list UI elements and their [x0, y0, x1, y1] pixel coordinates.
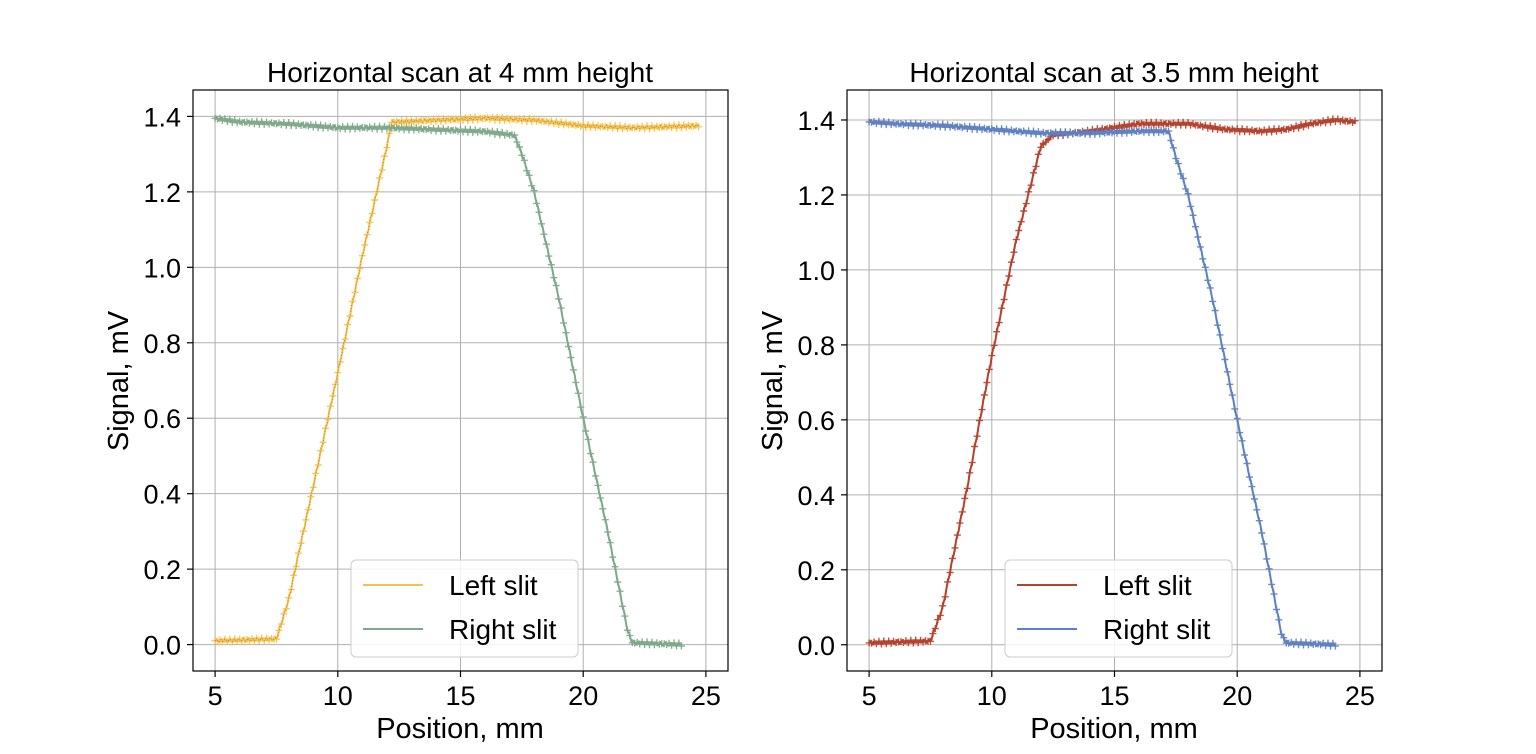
y-tick-label: 1.4 — [143, 102, 181, 132]
x-tick-label: 15 — [445, 681, 475, 711]
x-tick-label: 10 — [323, 681, 353, 711]
chart-panel-left: Horizontal scan at 4 mm height Position,… — [103, 57, 729, 745]
y-tick-label: 0.0 — [797, 631, 835, 661]
y-tick-label: 1.0 — [797, 256, 835, 286]
series-line — [868, 118, 1337, 648]
y-tick-label: 0.4 — [143, 480, 181, 510]
series-left-slit — [211, 113, 703, 646]
y-tick-label: 0.2 — [797, 556, 835, 586]
y-axis-label: Signal, mV — [103, 310, 135, 451]
x-tick-label: 5 — [208, 681, 223, 711]
y-tick-label: 0.8 — [143, 329, 181, 359]
y-tick-label: 0.6 — [143, 404, 181, 434]
series-right-slit — [865, 117, 1339, 650]
x-tick-label: 15 — [1099, 681, 1129, 711]
x-tick-label: 25 — [1345, 681, 1375, 711]
x-tick-label: 10 — [977, 681, 1007, 711]
legend: Left slit Right slit — [350, 559, 579, 658]
x-tick-label: 25 — [691, 681, 721, 711]
y-tick-label: 1.2 — [143, 178, 181, 208]
chart-panel-right: Horizontal scan at 3.5 mm height Positio… — [757, 57, 1383, 745]
plot-area — [211, 113, 703, 650]
y-tick-label: 0.8 — [797, 331, 835, 361]
y-axis-label: Signal, mV — [757, 310, 789, 451]
y-tick-label: 1.2 — [797, 181, 835, 211]
y-tick-label: 1.0 — [143, 253, 181, 283]
x-axis-label: Position, mm — [376, 713, 544, 745]
y-tick-label: 0.0 — [143, 631, 181, 661]
legend-label: Right slit — [1103, 614, 1211, 645]
series-line — [214, 115, 683, 648]
x-tick-label: 20 — [568, 681, 598, 711]
legend-label: Left slit — [449, 570, 538, 601]
legend: Left slit Right slit — [1004, 559, 1233, 658]
legend-label: Right slit — [449, 614, 557, 645]
y-tick-label: 1.4 — [797, 106, 835, 136]
series-right-slit — [211, 114, 685, 650]
plot-area — [865, 115, 1359, 650]
series-left-slit — [865, 115, 1359, 648]
series-line — [868, 117, 1356, 646]
x-axis-label: Position, mm — [1030, 713, 1198, 745]
y-tick-label: 0.6 — [797, 406, 835, 436]
series-line — [214, 115, 700, 644]
chart-title: Horizontal scan at 4 mm height — [267, 57, 653, 88]
chart-title: Horizontal scan at 3.5 mm height — [909, 57, 1319, 88]
x-tick-label: 20 — [1222, 681, 1252, 711]
legend-label: Left slit — [1103, 570, 1192, 601]
x-tick-label: 5 — [862, 681, 877, 711]
y-tick-label: 0.4 — [797, 481, 835, 511]
y-tick-label: 0.2 — [143, 555, 181, 585]
